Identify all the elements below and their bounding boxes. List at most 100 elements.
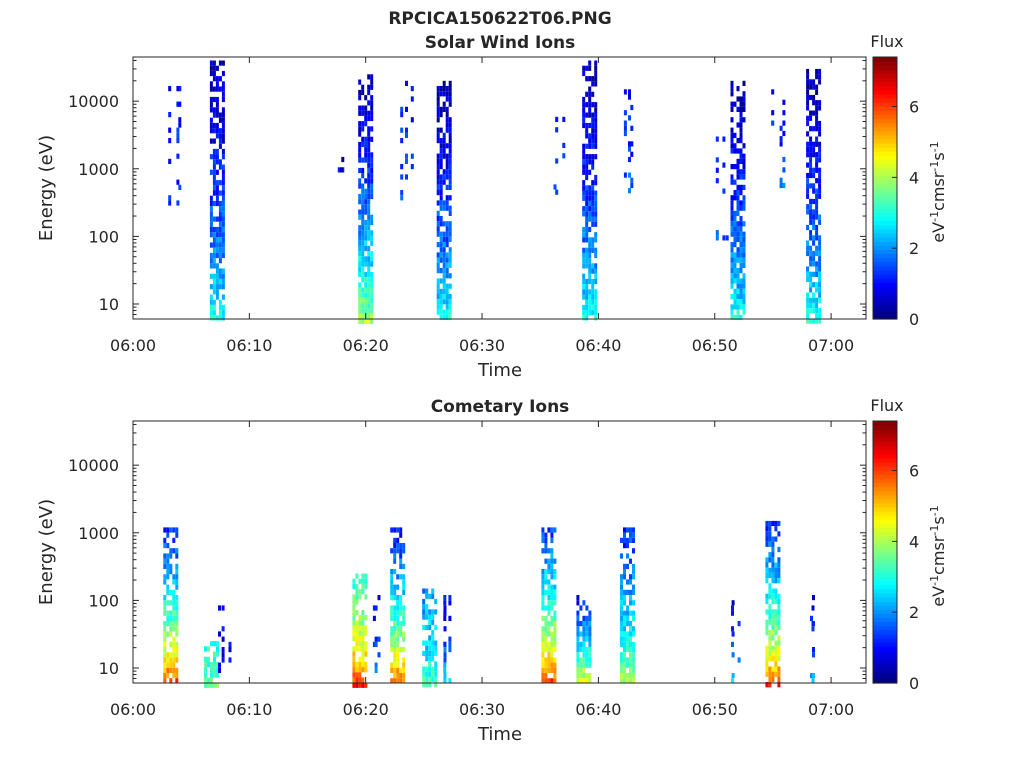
spectrogram-cell [221, 268, 225, 274]
colorbar-tick-label: 2 [909, 603, 919, 622]
spectrogram-cell [588, 268, 592, 274]
colorbar-swatch [873, 576, 897, 582]
spectrogram-cell [806, 240, 810, 246]
colorbar-swatch [873, 147, 897, 152]
spectrogram-cell [730, 148, 734, 154]
spectrogram-cell [175, 532, 179, 538]
spectrogram-cell [448, 678, 452, 684]
spectrogram-cell [176, 138, 180, 144]
spectrogram-cell [777, 682, 781, 688]
spectrogram-cell [818, 235, 822, 241]
spectrogram-cell [176, 127, 180, 133]
spectrogram-cell [730, 91, 734, 97]
spectrogram-cell [358, 121, 362, 127]
spectrogram-cell [733, 242, 737, 248]
spectrogram-cell [216, 651, 219, 657]
spectrogram-cell [782, 130, 786, 137]
spectrogram-cell [215, 294, 219, 300]
spectrogram-cell [809, 110, 813, 116]
spectrogram-cell [588, 278, 592, 285]
spectrogram-cell [221, 112, 225, 118]
spectrogram-cell [221, 252, 225, 259]
spectrogram-cell [585, 636, 589, 642]
spectrogram-cell [422, 682, 426, 688]
spectrogram-cell [361, 219, 365, 226]
spectrogram-cell [733, 195, 737, 201]
spectrogram-cell [550, 631, 554, 637]
spectrogram-cell [221, 278, 225, 285]
spectrogram-cell [172, 615, 176, 621]
spectrogram-cell [806, 209, 810, 215]
x-axis-label-solar-wind: Time [477, 360, 522, 381]
spectrogram-cell [361, 620, 365, 626]
spectrogram-cell [585, 174, 589, 181]
spectrogram-cell [425, 676, 429, 683]
spectrogram-cell [405, 80, 408, 86]
spectrogram-cell [768, 588, 772, 594]
spectrogram-cell [215, 159, 219, 165]
spectrogram-cell [172, 667, 176, 673]
spectrogram-cell [541, 626, 545, 632]
spectrogram-cell [436, 257, 440, 263]
spectrogram-cell [448, 117, 452, 123]
spectrogram-cell [768, 671, 772, 677]
colorbar-swatch [873, 282, 897, 287]
colorbar-swatch [873, 547, 897, 553]
spectrogram-cell [175, 621, 179, 627]
spectrogram-cell [399, 626, 403, 632]
spectrogram-cell [585, 237, 589, 243]
spectrogram-cell [168, 138, 172, 144]
spectrogram-cell [218, 143, 222, 149]
colorbar-swatch [873, 204, 897, 210]
colorbar-swatch [873, 290, 897, 296]
spectrogram-cell [367, 162, 371, 168]
spectrogram-cell [632, 584, 635, 590]
spectrogram-cell [585, 190, 589, 196]
spectrogram-cell [213, 651, 216, 657]
spectrogram-cell [393, 678, 397, 684]
spectrogram-cell [358, 630, 362, 636]
spectrogram-cell [771, 110, 775, 116]
spectrogram-cell [436, 278, 440, 284]
spectrogram-cell [163, 563, 167, 569]
spectrogram-cell [439, 278, 443, 284]
spectrogram-cell [439, 231, 443, 237]
spectrogram-cell [736, 158, 740, 164]
spectrogram-cell [730, 314, 734, 320]
spectrogram-cell [358, 245, 362, 252]
spectrogram-cell [364, 235, 368, 241]
spectrogram-cell [425, 666, 429, 672]
spectrogram-cell [212, 226, 216, 233]
spectrogram-cell [774, 645, 778, 651]
spectrogram-cell [809, 209, 813, 215]
spectrogram-cell [175, 553, 179, 559]
spectrogram-cell [352, 667, 356, 673]
spectrogram-cell [393, 626, 397, 632]
spectrogram-cell [632, 673, 635, 679]
spectrogram-cell [765, 645, 769, 651]
spectrogram-cell [402, 615, 406, 621]
spectrogram-cell [765, 656, 769, 662]
spectrogram-cell [547, 667, 551, 673]
spectrogram-cell [768, 567, 772, 573]
spectrogram-cell [811, 678, 815, 684]
spectrogram-cell [166, 532, 170, 538]
spectrogram-cell [352, 682, 356, 688]
spectrogram-cell [742, 288, 746, 294]
spectrogram-cell [361, 677, 365, 683]
colorbar-swatch [873, 200, 897, 205]
spectrogram-cell [632, 678, 635, 684]
colorbar-swatch [873, 425, 897, 430]
spectrogram-cell [428, 635, 432, 641]
spectrogram-cell [390, 579, 394, 585]
spectrogram-cell [739, 314, 743, 320]
spectrogram-cell [547, 600, 551, 606]
spectrogram-cell [815, 68, 819, 75]
spectrogram-cell [591, 200, 595, 207]
spectrogram-cell [722, 162, 726, 168]
spectrogram-cell [436, 242, 440, 248]
spectrogram-cell [812, 647, 815, 653]
spectrogram-cell [541, 532, 545, 538]
spectrogram-cell [739, 106, 743, 112]
spectrogram-cell [215, 128, 219, 134]
